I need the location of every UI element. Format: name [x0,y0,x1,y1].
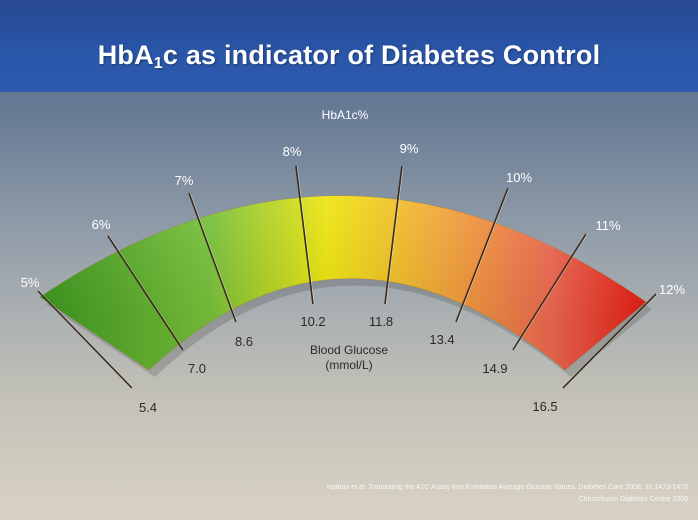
glucose-label-2: 7.0 [188,361,206,376]
tick-line-5 [384,165,403,305]
tick-highlight-3 [189,192,238,323]
glucose-label-6: 13.4 [429,332,454,347]
title-prefix: HbA [97,40,154,70]
tick-highlight-6 [456,187,510,323]
slide-title: HbA1c as indicator of Diabetes Control [0,40,698,72]
gauge-arc-shading [40,195,646,370]
hba1c-label-2: 6% [92,217,111,232]
glucose-labels: 5.4 7.0 8.6 10.2 11.8 13.4 14.9 16.5 [139,314,558,415]
title-bar: HbA1c as indicator of Diabetes Control [0,0,698,92]
hba1c-labels: 5% 6% 7% 8% 9% 10% 11% 12% [21,141,686,297]
hba1c-label-7: 11% [595,218,620,233]
center-label-line1: Blood Glucose [310,343,388,357]
hba1c-label-6: 10% [506,170,532,185]
gauge-top-label: HbA1c% [322,108,369,122]
hba1c-label-4: 8% [283,144,302,159]
title-suffix: c as indicator of Diabetes Control [162,40,601,70]
hba1c-label-8: 12% [659,282,685,297]
glucose-label-7: 14.9 [482,361,507,376]
hba1c-label-3: 7% [175,173,194,188]
tick-line-4 [295,165,314,305]
glucose-label-4: 10.2 [300,314,325,329]
glucose-label-8: 16.5 [532,399,557,414]
citation-reference: Nathan et al. Translating the A1C Assay … [326,484,688,491]
tick-line-6 [455,187,509,323]
citation: Nathan et al. Translating the A1C Assay … [268,482,688,506]
tick-line-8 [562,293,657,389]
tick-line-2 [107,235,184,351]
tick-lines [37,165,658,389]
tick-highlight-2 [108,235,185,351]
title-bar-sheen [0,0,698,46]
tick-line-7 [512,233,587,351]
tick-highlight-7 [513,233,588,351]
title-subscript: 1 [153,55,163,72]
hba1c-label-5: 9% [400,141,419,156]
hba1c-label-1: 5% [21,275,40,290]
center-label-line2: (mmol/L) [325,358,372,372]
glucose-label-3: 8.6 [235,334,253,349]
citation-source: Christchurch Diabetes Centre 2009 [578,496,688,503]
glucose-label-5: 11.8 [369,314,393,329]
tick-line-3 [188,192,237,323]
glucose-label-1: 5.4 [139,400,157,415]
tick-highlight-5 [385,165,404,305]
tick-highlight-4 [296,165,315,305]
tick-line-1 [37,290,133,389]
